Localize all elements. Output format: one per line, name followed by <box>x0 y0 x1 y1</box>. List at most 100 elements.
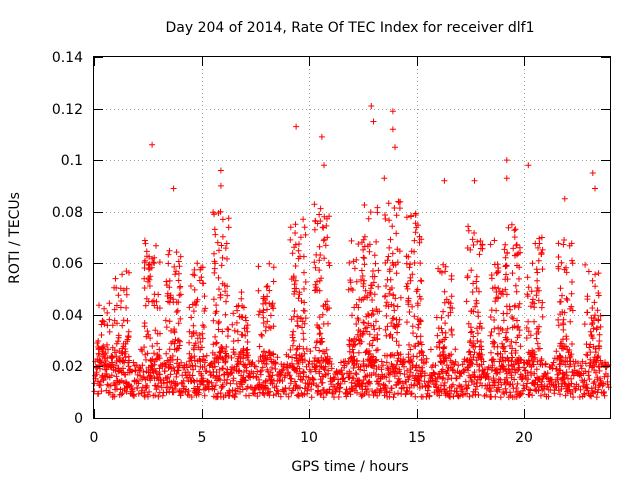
roti-point <box>412 229 419 236</box>
roti-point <box>290 337 297 344</box>
roti-point <box>558 383 565 390</box>
roti-point <box>177 338 183 345</box>
roti-point <box>155 291 162 298</box>
roti-point <box>211 269 218 276</box>
roti-point <box>173 309 180 315</box>
roti-point <box>292 221 299 228</box>
roti-point <box>219 381 226 388</box>
roti-point <box>346 374 353 381</box>
roti-point <box>517 391 524 398</box>
roti-point <box>469 342 475 349</box>
x-tick-label: 10 <box>300 430 318 446</box>
roti-point <box>411 260 418 266</box>
roti-point <box>405 299 412 305</box>
roti-point <box>191 286 198 293</box>
roti-point <box>557 343 563 349</box>
roti-point <box>453 375 460 381</box>
roti-point <box>533 288 540 294</box>
roti-point <box>557 298 564 305</box>
roti-point <box>536 323 542 330</box>
roti-point <box>134 385 141 392</box>
roti-point <box>119 271 126 278</box>
roti-point <box>514 251 520 258</box>
roti-point <box>474 325 480 332</box>
roti-point <box>357 363 364 370</box>
roti-point <box>465 382 472 389</box>
roti-point <box>445 372 452 379</box>
roti-point <box>144 328 151 335</box>
roti-point <box>301 320 308 327</box>
roti-point <box>534 269 541 276</box>
roti-point <box>406 264 413 271</box>
roti-point <box>534 284 541 291</box>
roti-point <box>387 331 394 338</box>
roti-point <box>529 299 536 306</box>
roti-point <box>141 265 148 271</box>
roti-point <box>596 367 603 374</box>
roti-point <box>416 239 423 246</box>
roti-point <box>227 380 234 387</box>
roti-point <box>237 354 244 361</box>
roti-point <box>568 303 575 310</box>
roti-point <box>590 380 597 387</box>
roti-point <box>118 391 125 398</box>
roti-point <box>416 233 423 240</box>
roti-point <box>260 314 267 321</box>
roti-point <box>361 261 368 268</box>
roti-point <box>295 295 302 302</box>
roti-point <box>553 348 560 355</box>
roti-point <box>137 365 144 372</box>
roti-point <box>586 376 593 383</box>
roti-point <box>367 350 373 357</box>
roti-point <box>122 346 129 352</box>
roti-point <box>369 297 376 303</box>
roti-point <box>570 394 577 401</box>
roti-point <box>289 342 296 349</box>
roti-point <box>550 359 557 366</box>
roti-point <box>228 354 235 361</box>
roti-point <box>385 200 392 207</box>
roti-point <box>233 380 240 387</box>
roti-point <box>369 273 376 280</box>
roti-point <box>373 318 379 325</box>
roti-point <box>506 381 513 388</box>
roti-point <box>260 295 267 302</box>
roti-point <box>229 370 235 376</box>
roti-point <box>479 351 485 358</box>
roti-point <box>201 363 208 370</box>
roti-point <box>171 340 178 347</box>
roti-point <box>531 318 538 325</box>
roti-point <box>223 352 230 359</box>
roti-point <box>353 256 360 263</box>
roti-point <box>297 384 303 391</box>
roti-point <box>254 393 261 400</box>
roti-point <box>477 238 484 244</box>
roti-point <box>125 363 132 370</box>
roti-point <box>141 323 148 330</box>
roti-point <box>326 213 333 220</box>
roti-point <box>93 371 100 378</box>
roti-point <box>316 267 323 274</box>
roti-point <box>384 257 391 264</box>
roti-point <box>436 392 443 399</box>
roti-point <box>188 354 195 361</box>
roti-point <box>187 355 194 362</box>
roti-point <box>488 272 495 278</box>
roti-point <box>582 261 589 268</box>
roti-point <box>269 364 275 371</box>
roti-point <box>433 378 440 385</box>
roti-point <box>255 311 262 318</box>
roti-point <box>218 262 225 269</box>
roti-point <box>495 376 502 383</box>
roti-point <box>156 353 162 359</box>
roti-point <box>171 326 178 333</box>
roti-point <box>391 373 398 380</box>
roti-point <box>215 326 222 333</box>
roti-point <box>592 283 599 290</box>
roti-point <box>569 341 575 347</box>
roti-point <box>415 340 422 347</box>
roti-point <box>504 250 511 257</box>
roti-point <box>173 382 179 389</box>
roti-point <box>368 312 375 319</box>
roti-point <box>389 259 396 266</box>
